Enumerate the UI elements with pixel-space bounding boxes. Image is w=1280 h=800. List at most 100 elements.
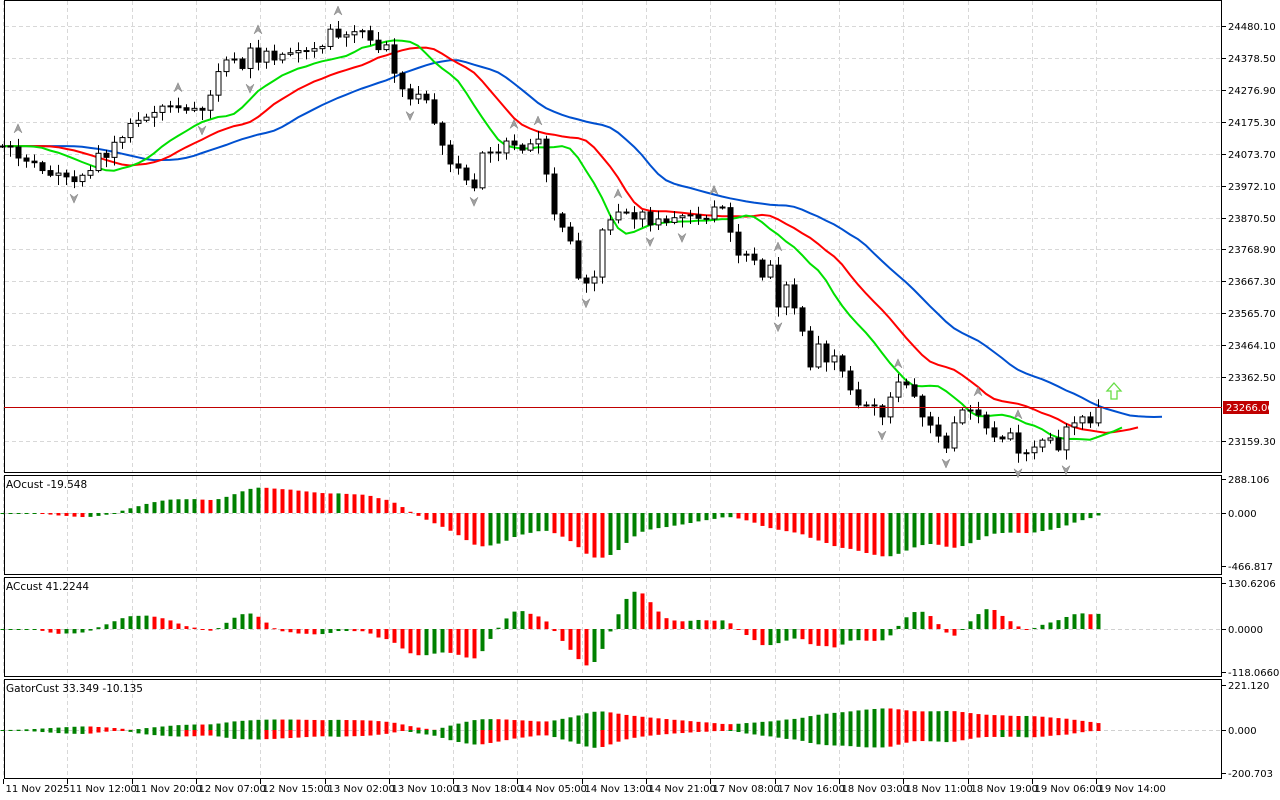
ao-bar [120,510,125,513]
gator-upper-bar [680,720,685,730]
ac-pane-label: ACcust 41.2244 [6,581,89,593]
ao-bar [368,495,373,513]
ac-bar [1080,613,1085,629]
gator-upper-bar [1048,717,1053,730]
ao-bar [240,491,245,513]
gator-lower-bar [1064,730,1069,735]
ao-bar [1024,513,1029,534]
candle-bear [47,170,54,176]
ac-bar [376,629,381,638]
candle-bear [847,370,854,391]
fractal-up-icon [13,123,23,134]
ac-bar [688,620,693,629]
gator-upper-bar [656,718,661,730]
gator-upper-bar [96,726,101,730]
ac-bar [232,617,237,629]
pane-axis-label: 288.106 [1228,475,1269,486]
ac-bar [632,591,637,629]
fractal-down-icon [69,193,79,204]
ac-bar [984,609,989,629]
candle-bull [1031,446,1038,454]
gator-lower-bar [832,730,837,746]
gator-upper-bar [408,726,413,730]
fractal-up-icon [533,115,543,126]
candle-bear [463,167,470,181]
ao-bar [920,513,925,546]
gator-upper-bar [736,723,741,730]
current-price-label: 23266.06 [1226,403,1274,414]
ac-bar [24,629,29,630]
gator-upper-bar [1080,720,1085,730]
ao-bar [568,513,573,542]
ao-bar [104,513,109,515]
gator-upper-bar [440,727,445,730]
ao-bar [480,513,485,547]
ao-bar [72,513,77,517]
candle-bear [807,330,814,368]
candle-bear [239,58,246,69]
gator-upper-bar [496,719,501,730]
ac-bar [720,620,725,629]
ac-bar [296,629,301,634]
ac-bar [56,629,61,634]
ac-bar [432,629,437,654]
ao-bar [32,513,37,514]
ac-bar [312,629,317,635]
fractal-down-icon [677,232,687,244]
ao-bar [24,513,29,514]
ao-bar [464,513,469,541]
candle-bear [775,264,782,308]
gator-upper-bar [712,723,717,730]
gator-lower-bar [304,730,309,738]
gator-upper-bar [296,719,301,730]
gator-lower-bar [1096,730,1101,731]
ac-bar [696,619,701,629]
price-axis-label: 23159.30 [1228,437,1276,448]
candle-bull [231,58,238,61]
gator-upper-bar [1008,715,1013,730]
ao-bar [872,513,877,555]
main-price-pane[interactable] [4,0,1222,473]
price-axis-label: 24378.50 [1228,54,1276,65]
gator-pane[interactable] [4,679,1222,779]
candle-bull [143,116,150,121]
gator-lower-bar [72,730,77,734]
ac-bar [992,609,997,629]
ao-bar [656,513,661,529]
candle-bear [583,277,590,284]
ac-bar [1048,622,1053,629]
ac-bar [64,629,69,634]
ao-bar [888,513,893,557]
time-axis-label: 18 Nov 19:00 [971,784,1038,795]
gator-lower-bar [184,730,189,737]
candle-bear [559,213,566,228]
ao-bar [712,513,717,519]
gator-lower-bar [80,730,85,734]
gator-upper-bar [40,728,45,730]
ao-pane[interactable] [4,475,1222,575]
candle-bull [287,52,294,55]
gator-upper-bar [376,721,381,730]
time-axis-label: 14 Nov 21:00 [649,784,716,795]
time-axis-label: 19 Nov 14:00 [1099,784,1166,795]
gator-lower-bar [520,730,525,738]
ao-bar [936,513,941,545]
gator-lower-bar [288,730,293,739]
ac-pane[interactable] [4,577,1222,677]
ao-bar [992,513,997,534]
ao-bar [760,513,765,526]
gator-upper-bar [24,729,29,731]
candle-bear [391,44,398,74]
gator-lower-bar [248,730,253,740]
gator-upper-bar [992,715,997,730]
gator-upper-bar [1096,723,1101,730]
candle-bull [263,50,270,63]
time-axis-label: 19 Nov 06:00 [1035,784,1102,795]
ac-bar [176,623,181,629]
gator-upper-bar [1040,716,1045,730]
ac-bar [568,629,573,650]
gator-upper-bar [816,714,821,730]
gator-lower-bar [624,730,629,740]
gator-upper-bar [968,713,973,730]
